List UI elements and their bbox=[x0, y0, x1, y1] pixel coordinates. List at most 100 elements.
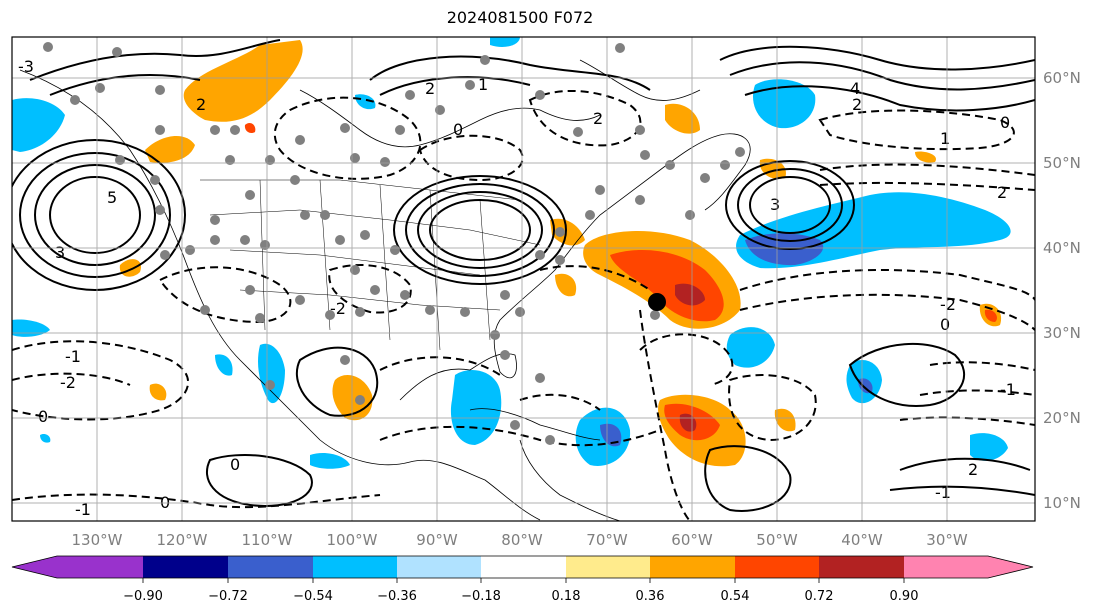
negative-anomaly-region bbox=[215, 354, 233, 376]
station-markers bbox=[43, 42, 745, 445]
contour-label: 2 bbox=[425, 79, 435, 98]
colorbar-segment bbox=[735, 556, 819, 578]
colorbar-segment bbox=[12, 556, 57, 578]
longitude-axis: 130°W 120°W 110°W 100°W 90°W 80°W 70°W 6… bbox=[72, 531, 968, 549]
positive-anomaly-region bbox=[665, 103, 700, 134]
contour-label: 3 bbox=[55, 243, 65, 262]
positive-anomaly-region bbox=[244, 122, 256, 134]
colorbar-segment bbox=[650, 556, 735, 578]
colorbar-segment bbox=[143, 556, 228, 578]
contour-label: 2 bbox=[196, 95, 206, 114]
colorbar-tick-label: 0.54 bbox=[721, 589, 750, 604]
colorbar-segment bbox=[57, 556, 143, 578]
state-borders bbox=[200, 179, 541, 351]
longitude-label: 110°W bbox=[242, 531, 293, 549]
latitude-label: 20°N bbox=[1043, 409, 1081, 427]
longitude-label: 40°W bbox=[841, 531, 883, 549]
positive-anomaly-region bbox=[149, 383, 167, 401]
contour-label: -2 bbox=[330, 299, 346, 318]
black-dot-marker bbox=[648, 293, 666, 311]
negative-anomaly-region bbox=[12, 98, 65, 152]
contour-label: 0 bbox=[230, 455, 240, 474]
contour-label: 0 bbox=[940, 315, 950, 334]
contour-label: 2 bbox=[593, 109, 603, 128]
colorbar-tick-label: 0.72 bbox=[805, 589, 834, 604]
negative-anomaly-region bbox=[490, 37, 520, 48]
contour-label: 5 bbox=[107, 188, 117, 207]
colorbar-tick-label: 0.90 bbox=[890, 589, 919, 604]
latitude-label: 30°N bbox=[1043, 324, 1081, 342]
plot-background bbox=[12, 37, 1035, 521]
negative-anomaly-region bbox=[257, 343, 285, 404]
colorbar-tick-label: −0.90 bbox=[123, 589, 163, 604]
colorbar: −0.90 −0.72 −0.54 −0.36 −0.18 0.18 0.36 … bbox=[11, 555, 1034, 604]
latitude-label: 60°N bbox=[1043, 69, 1081, 87]
negative-anomaly-region bbox=[970, 433, 1008, 461]
contour-label: 0 bbox=[38, 407, 48, 426]
contour-label: 2 bbox=[968, 460, 978, 479]
colorbar-segment bbox=[988, 556, 1033, 578]
contour-label: -2 bbox=[940, 295, 956, 314]
longitude-label: 30°W bbox=[926, 531, 968, 549]
positive-anomaly-region bbox=[675, 283, 705, 306]
contour-label: 3 bbox=[770, 195, 780, 214]
colorbar-tick-label: −0.18 bbox=[461, 589, 501, 604]
positive-anomaly-region bbox=[555, 273, 577, 297]
positive-anomaly-region bbox=[984, 309, 997, 322]
colorbar-segment bbox=[566, 556, 650, 578]
contour-label: -1 bbox=[75, 500, 91, 519]
graticule bbox=[12, 37, 1035, 521]
colorbar-segment bbox=[397, 556, 481, 578]
longitude-label: 70°W bbox=[586, 531, 628, 549]
negative-anomaly-region bbox=[726, 327, 775, 368]
contour-label: 1 bbox=[478, 75, 488, 94]
longitude-label: 100°W bbox=[327, 531, 378, 549]
colorbar-tick-label: 0.18 bbox=[552, 589, 581, 604]
longitude-label: 90°W bbox=[416, 531, 458, 549]
contour-label: -3 bbox=[18, 57, 34, 76]
latitude-axis: 60°N 50°N 40°N 30°N 20°N 10°N bbox=[1043, 69, 1081, 512]
colorbar-segment bbox=[481, 556, 566, 578]
colorbar-tick-label: −0.36 bbox=[377, 589, 417, 604]
contour-label: -1 bbox=[935, 483, 951, 502]
contour-label: -1 bbox=[1000, 380, 1016, 399]
longitude-label: 60°W bbox=[671, 531, 713, 549]
coastlines bbox=[19, 59, 751, 521]
negative-anomaly-region bbox=[752, 79, 816, 129]
negative-anomaly-region bbox=[40, 433, 51, 443]
longitude-label: 50°W bbox=[756, 531, 798, 549]
colorbar-tick-label: 0.36 bbox=[636, 589, 665, 604]
colorbar-tick-label: −0.54 bbox=[293, 589, 333, 604]
contour-label: -1 bbox=[65, 347, 81, 366]
contour-label: 1 bbox=[940, 129, 950, 148]
colorbar-tick-label: −0.72 bbox=[208, 589, 248, 604]
colorbar-segment bbox=[819, 556, 904, 578]
positive-anomaly-region bbox=[183, 40, 303, 122]
colorbar-segment bbox=[228, 556, 313, 578]
contour-label: 0 bbox=[1000, 113, 1010, 132]
longitude-label: 130°W bbox=[72, 531, 123, 549]
positive-anomaly-region bbox=[774, 408, 796, 432]
map-title: 2024081500 F072 bbox=[446, 8, 594, 27]
dashed-contours bbox=[12, 90, 1035, 521]
longitude-label: 80°W bbox=[501, 531, 543, 549]
contour-labels: 5 3 2 2 1 0 2 3 4 2 2 1 0 -2 -3 -1 0 -1 … bbox=[18, 57, 1016, 519]
negative-anomaly-region bbox=[600, 423, 622, 447]
plot-frame bbox=[11, 36, 1036, 522]
solid-contours bbox=[12, 39, 1035, 512]
positive-anomaly-region bbox=[915, 151, 936, 163]
colorbar-segment bbox=[313, 556, 397, 578]
latitude-label: 40°N bbox=[1043, 239, 1081, 257]
contour-label: 0 bbox=[453, 120, 463, 139]
colorbar-outline bbox=[11, 555, 1034, 579]
positive-anomaly-region bbox=[550, 218, 585, 246]
contour-label: 2 bbox=[852, 95, 862, 114]
negative-anomaly-region bbox=[310, 453, 350, 469]
latitude-label: 10°N bbox=[1043, 494, 1081, 512]
contour-label: 2 bbox=[997, 183, 1007, 202]
latitude-label: 50°N bbox=[1043, 154, 1081, 172]
contour-label: -2 bbox=[60, 373, 76, 392]
colorbar-segment bbox=[904, 556, 988, 578]
longitude-label: 120°W bbox=[157, 531, 208, 549]
